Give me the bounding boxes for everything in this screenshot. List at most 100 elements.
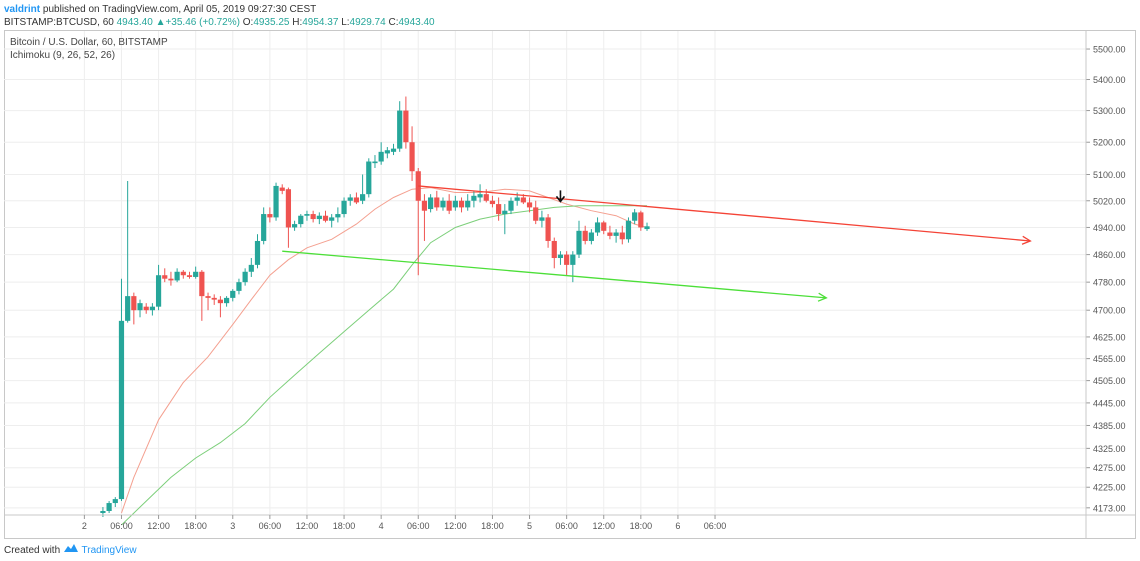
ichimoku-lines [121,187,648,526]
candle-body [298,215,304,225]
high-label: H: [292,17,303,28]
candle-body [137,303,143,311]
candle-body [118,320,125,500]
change-value: +35.46 (+0.72%) [165,17,240,28]
candle-body [632,212,638,221]
candle-body [508,200,514,211]
x-tick-label: 06:00 [110,521,133,531]
candle-body [458,200,465,208]
candle-body [112,499,118,504]
price-axis[interactable]: 5500.00 5400.00 5300.00 5200.00 5100.00 5020.… [1085,30,1126,539]
candle-body [248,264,254,272]
candle-body [502,210,508,215]
candle-body [378,151,384,162]
y-tick-label: 4225.00 [1093,483,1126,493]
low-value: 4929.74 [349,17,386,28]
down-arrow-icon [555,190,566,203]
time-axis[interactable]: 2 06:00 12:00 18:00 3 06:00 12:00 18:00 4 06:00 12… [4,514,1136,531]
x-tick-label: 18:00 [630,521,653,531]
change-arrow-icon: ▲ [155,17,166,28]
candle-body [428,197,434,210]
tradingview-brand[interactable]: TradingView [81,545,137,556]
candle-body [230,290,236,298]
candle-body [273,185,279,218]
candle-body [384,150,390,154]
candle-body [149,306,155,311]
candle-body [341,200,347,215]
candle-body [576,230,582,255]
y-tick-label: 5400.00 [1093,75,1126,85]
candle-body [514,197,520,201]
x-tick-label: 5 [527,521,532,531]
y-tick-label: 4385.00 [1093,421,1126,431]
ichimoku-conversion-line [121,187,648,514]
x-tick-label: 12:00 [147,521,170,531]
y-tick-label: 5100.00 [1093,170,1126,180]
candle-body [242,271,248,283]
y-tick-label: 4445.00 [1093,398,1126,408]
x-tick-label: 18:00 [184,521,207,531]
candle-body [533,207,539,221]
candle-body [168,278,174,281]
instrument-title: Bitcoin / U.S. Dollar, 60, BITSTAMP [10,37,168,48]
candle-body [310,214,316,220]
ohlc-readout: BITSTAMP:BTCUSD, 60 4943.40 ▲+35.46 (+0.… [4,16,435,29]
candle-body [526,202,533,208]
candle-body [434,197,440,208]
candle-body [125,296,131,321]
y-tick-label: 4173.00 [1093,503,1126,513]
x-tick-label: 06:00 [407,521,430,531]
candle-body [366,161,372,195]
tradingview-logo-icon [63,544,79,556]
chart-legend: Bitcoin / U.S. Dollar, 60, BITSTAMP Ichi… [10,36,168,62]
close-value: 4943.40 [398,17,435,28]
high-value: 4954.37 [302,17,339,28]
candle-body [186,275,193,277]
y-tick-label: 4625.00 [1093,332,1126,342]
price-chart[interactable]: 5500.00 5400.00 5300.00 5200.00 5100.00 5020.… [4,30,1136,539]
chart-border [4,30,1136,539]
symbol-label: BITSTAMP:BTCUSD, 60 [4,17,114,28]
candle-body [644,226,650,230]
candle-body [316,215,322,220]
candle-body [106,503,112,512]
resistance-arrowhead [1021,235,1032,245]
y-tick-label: 4505.00 [1093,376,1126,386]
y-tick-label: 4700.00 [1093,306,1126,316]
candle-body [582,230,588,241]
candle-body [570,254,576,265]
candle-body [155,275,162,307]
low-label: L: [341,17,350,28]
candle-body [601,222,607,231]
candle-body [174,271,180,281]
y-tick-label: 5300.00 [1093,106,1126,116]
candle-body [489,200,496,205]
candle-body [465,200,471,208]
candle-body [551,240,557,259]
open-label: O: [242,17,254,28]
candle-body [131,296,137,311]
ichimoku-base-line [121,205,647,526]
last-price: 4943.40 [116,17,153,28]
candle-body [446,200,452,211]
candle-body [304,214,310,216]
candle-body [223,297,230,304]
author-link[interactable]: valdrint [4,4,41,15]
candle-body [545,217,551,241]
x-tick-label: 12:00 [592,521,615,531]
candle-body [217,299,223,304]
candle-body [564,254,570,265]
candle-body [557,254,564,259]
candle-body [291,224,298,228]
indicator-label[interactable]: Ichimoku (9, 26, 52, 26) [10,50,116,61]
close-label: C: [388,17,399,28]
y-tick-label: 4860.00 [1093,250,1126,260]
candle-body [347,197,353,201]
chart-header: valdrint published on TradingView.com, A… [4,3,316,16]
candle-body [267,214,273,218]
candle-body [236,282,242,291]
x-tick-label: 06:00 [704,521,727,531]
candle-body [335,214,341,218]
candle-body [211,297,217,300]
candle-body [397,110,403,149]
